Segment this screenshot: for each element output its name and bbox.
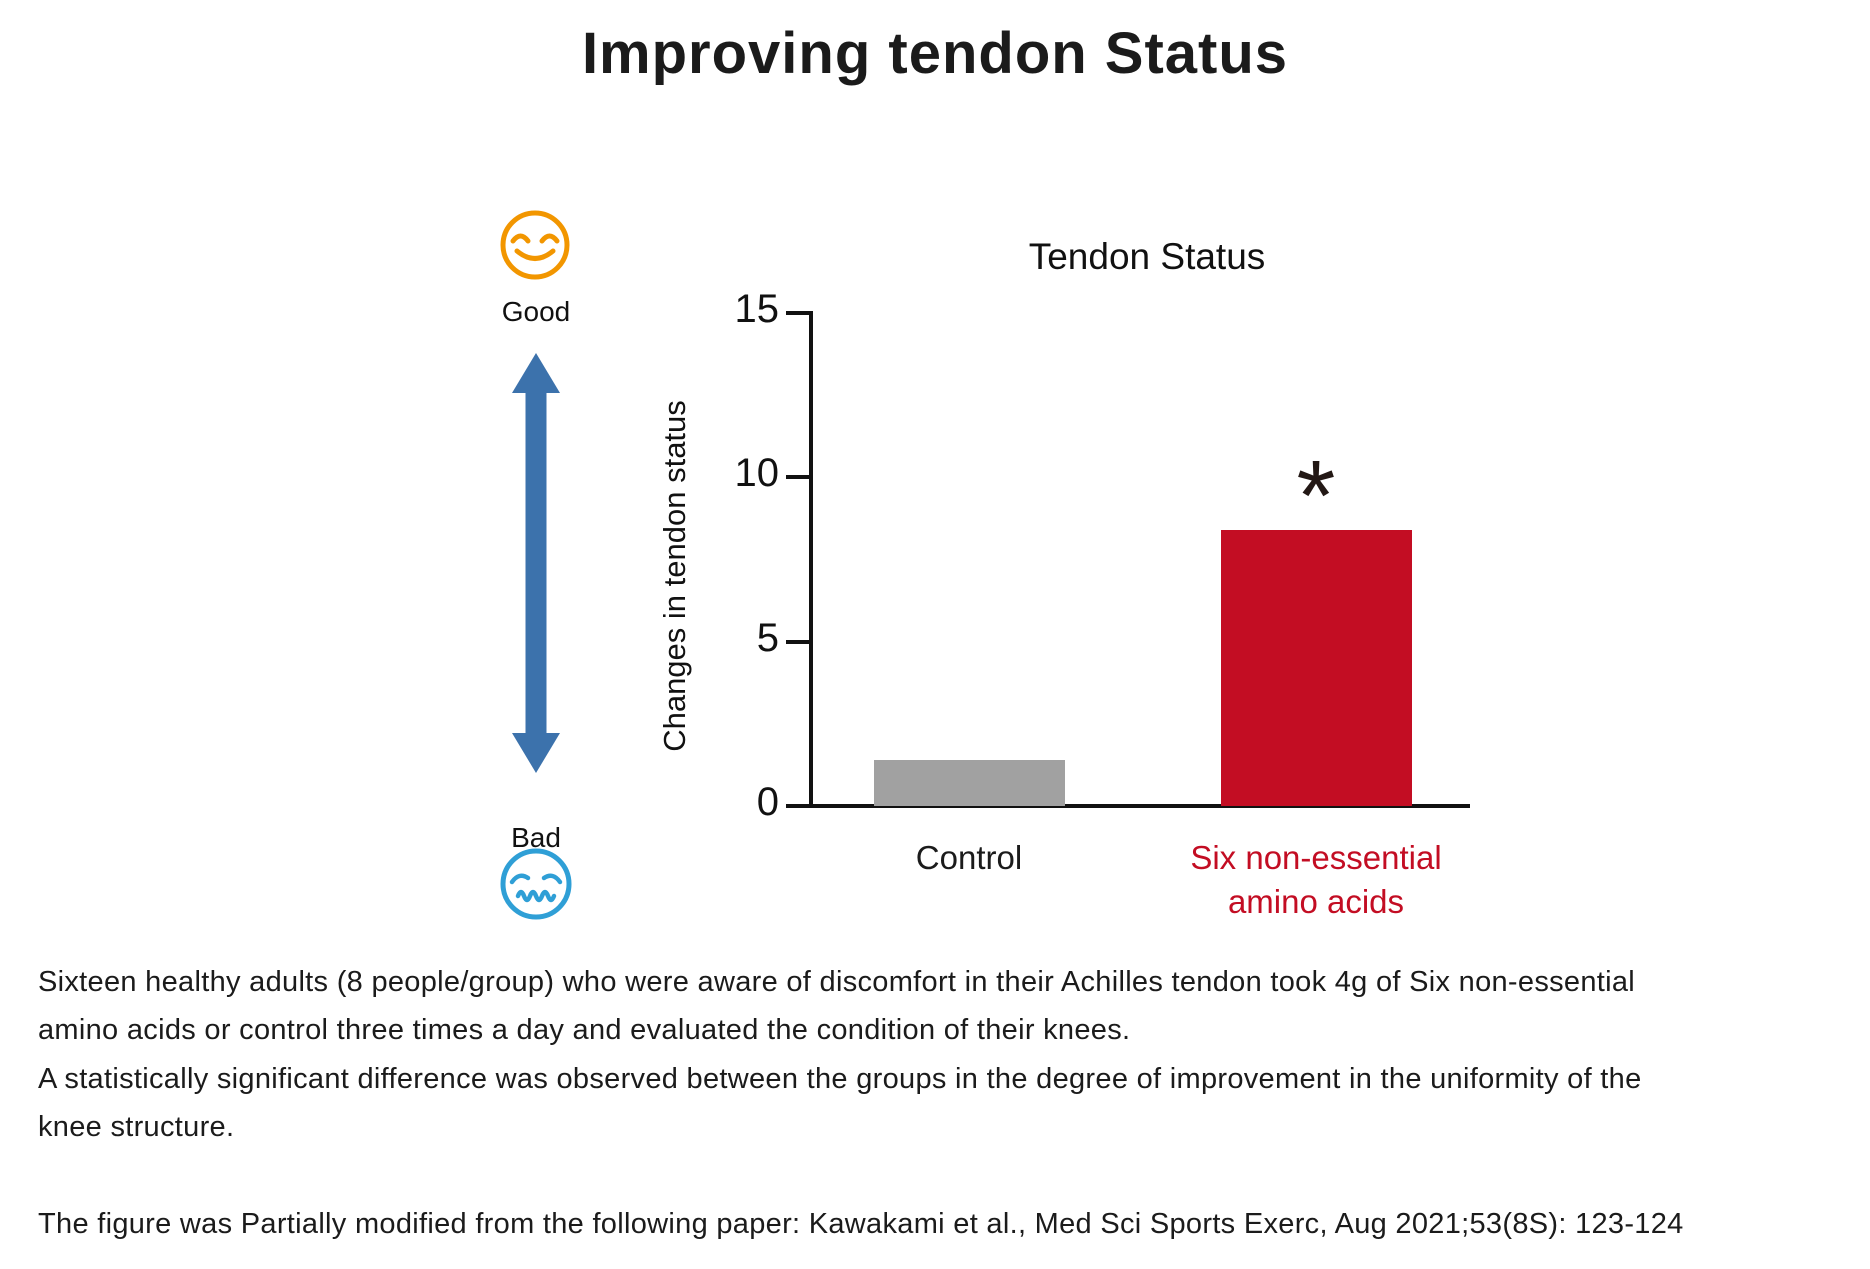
bad-label: Bad — [511, 822, 561, 853]
y-tick-mark — [786, 475, 809, 480]
caption-line: A statistically significant difference w… — [38, 1063, 1642, 1095]
y-axis-label: Changes in tendon status — [657, 400, 692, 752]
x-category-label-line: Six non-essential — [1190, 839, 1442, 876]
y-axis-line — [809, 311, 813, 808]
smiling-face-icon — [500, 210, 570, 280]
caption-line: knee structure. — [38, 1111, 235, 1143]
y-tick-mark — [786, 311, 809, 315]
citation-text: The figure was Partially modified from t… — [38, 1208, 1684, 1240]
x-category-label-line: amino acids — [1227, 883, 1405, 920]
page-title: Improving tendon Status — [581, 21, 1289, 86]
y-tick-label: 10 — [734, 451, 780, 496]
significance-asterisk: * — [1296, 439, 1336, 552]
vertical-double-arrow-icon — [512, 353, 560, 773]
y-tick-mark — [786, 639, 809, 644]
y-tick-label: 0 — [756, 780, 779, 824]
chart-bar — [873, 759, 1065, 806]
caption-line: Sixteen healthy adults (8 people/group) … — [38, 966, 1636, 998]
x-category-label-line: Control — [915, 839, 1023, 876]
chart-bar — [1220, 529, 1412, 806]
x-category-label: Six non-essential amino acids — [1166, 836, 1466, 924]
y-tick-label: 5 — [756, 615, 779, 660]
confounded-face-icon — [500, 848, 572, 920]
caption-line: amino acids or control three times a day… — [38, 1014, 1131, 1046]
x-axis-line — [786, 804, 1470, 808]
y-tick-mark — [786, 804, 809, 808]
chart-title: Tendon Status — [1028, 236, 1266, 277]
x-category-label: Control — [819, 836, 1119, 880]
good-label: Good — [501, 296, 571, 327]
y-tick-label: 15 — [734, 287, 780, 331]
